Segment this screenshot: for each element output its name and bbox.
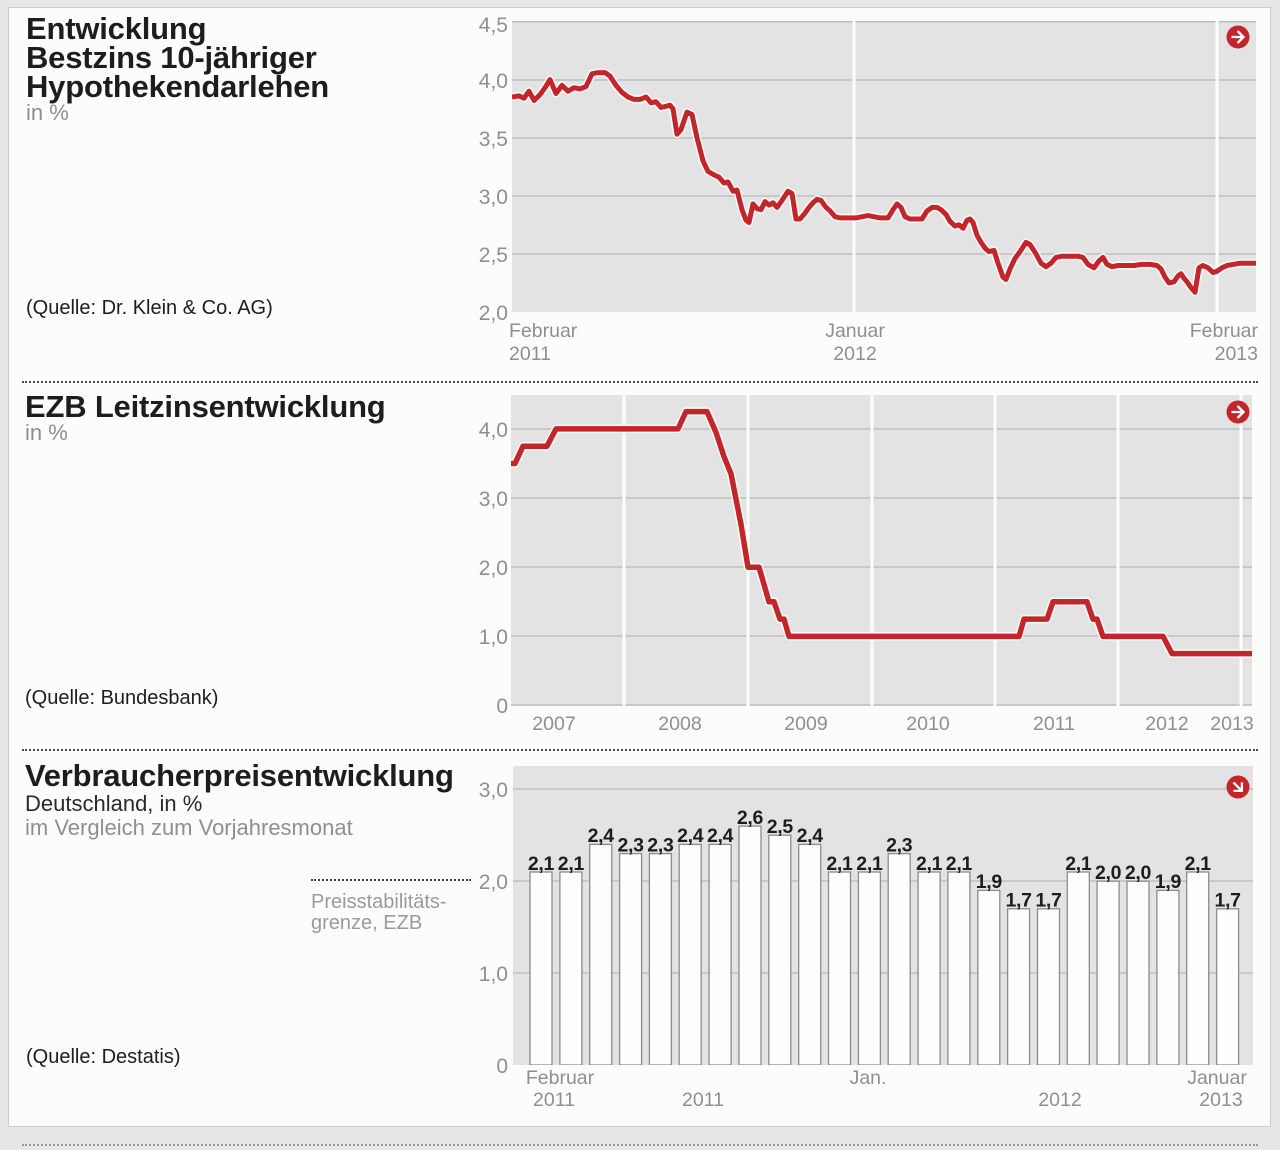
svg-text:2,4: 2,4: [707, 825, 734, 847]
svg-text:1,7: 1,7: [1035, 890, 1061, 912]
svg-text:2,0: 2,0: [1095, 862, 1122, 884]
svg-text:1,9: 1,9: [976, 871, 1003, 893]
svg-text:2,1: 2,1: [1185, 853, 1212, 875]
svg-text:2,3: 2,3: [617, 834, 644, 856]
svg-text:2,3: 2,3: [886, 834, 913, 856]
svg-text:2,4: 2,4: [797, 825, 824, 847]
svg-text:2,1: 2,1: [916, 853, 943, 875]
svg-text:1,9: 1,9: [1155, 871, 1182, 893]
svg-text:2,3: 2,3: [647, 834, 674, 856]
svg-text:2,1: 2,1: [558, 853, 585, 875]
svg-text:2,1: 2,1: [528, 853, 555, 875]
svg-text:2,1: 2,1: [946, 853, 973, 875]
svg-text:2,4: 2,4: [677, 825, 704, 847]
svg-text:1,7: 1,7: [1005, 890, 1031, 912]
svg-text:2,1: 2,1: [826, 853, 853, 875]
svg-text:2,1: 2,1: [856, 853, 883, 875]
svg-text:1,7: 1,7: [1214, 890, 1240, 912]
svg-text:2,6: 2,6: [737, 807, 764, 829]
svg-text:2,4: 2,4: [588, 825, 615, 847]
svg-text:2,0: 2,0: [1125, 862, 1152, 884]
svg-text:2,5: 2,5: [767, 816, 794, 838]
svg-text:2,1: 2,1: [1065, 853, 1092, 875]
